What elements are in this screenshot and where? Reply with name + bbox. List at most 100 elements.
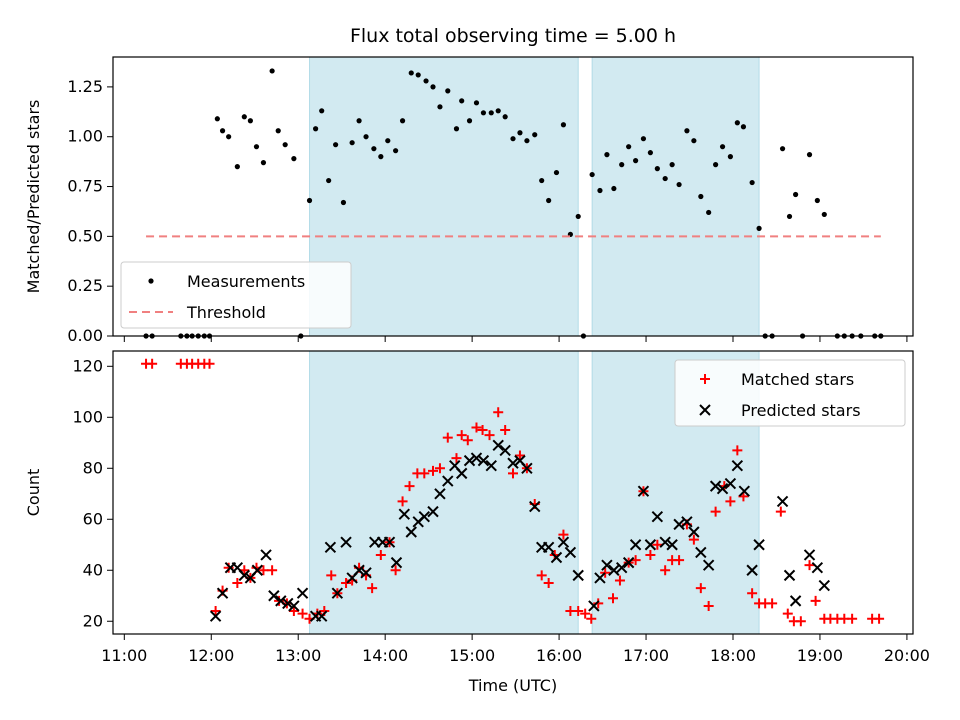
data-point xyxy=(315,610,328,622)
data-point xyxy=(499,444,511,457)
data-point xyxy=(539,177,545,184)
data-point xyxy=(716,482,729,495)
data-point xyxy=(654,166,660,172)
legend-marker xyxy=(148,278,154,284)
y-tick-label: 20 xyxy=(83,611,103,630)
data-point xyxy=(275,595,287,607)
x-tick-label: 15:00 xyxy=(449,646,495,665)
data-point xyxy=(629,539,642,551)
data-point xyxy=(510,136,516,142)
x-axis-label: Time (UTC) xyxy=(468,676,557,695)
data-point xyxy=(349,140,355,146)
data-point xyxy=(806,152,813,158)
top-panel-ratio: 0.00 0.25 0.50 0.75 1.00 1.25 Matched/Predicte… xyxy=(24,56,914,345)
data-point xyxy=(557,536,570,548)
data-point xyxy=(333,142,339,148)
data-point xyxy=(260,160,267,166)
data-point xyxy=(397,496,408,507)
data-point xyxy=(493,407,504,418)
data-point xyxy=(418,511,431,523)
data-point xyxy=(430,84,436,90)
data-point xyxy=(442,475,454,487)
data-point xyxy=(558,529,569,540)
data-point xyxy=(371,146,377,152)
data-point xyxy=(747,588,758,599)
data-point xyxy=(821,211,827,218)
data-point xyxy=(204,358,215,369)
data-point xyxy=(615,562,628,574)
data-point xyxy=(724,477,737,490)
data-point xyxy=(471,422,482,433)
data-point xyxy=(390,565,401,576)
y-tick-label: 0.50 xyxy=(67,226,103,245)
data-point xyxy=(652,539,663,550)
data-point xyxy=(626,144,632,150)
data-point xyxy=(459,98,465,104)
data-point xyxy=(427,505,439,518)
data-point xyxy=(688,526,700,538)
data-point xyxy=(313,126,319,132)
data-point xyxy=(676,181,682,188)
data-point xyxy=(669,162,675,168)
data-point xyxy=(405,526,417,538)
data-point xyxy=(209,610,222,622)
data-point xyxy=(223,562,234,573)
x-tick-label: 16:00 xyxy=(536,646,582,665)
data-point xyxy=(719,144,726,150)
data-point xyxy=(275,128,281,134)
data-point xyxy=(542,541,555,554)
data-point xyxy=(811,562,824,574)
data-point xyxy=(611,185,617,192)
data-point xyxy=(514,450,525,461)
data-point xyxy=(738,485,751,497)
data-point xyxy=(644,539,657,551)
data-point xyxy=(234,164,240,170)
shaded-interval xyxy=(309,350,579,635)
data-point xyxy=(437,104,443,110)
data-point xyxy=(340,536,352,548)
data-point xyxy=(269,68,275,74)
data-point xyxy=(484,430,495,441)
data-point xyxy=(732,445,743,456)
data-point xyxy=(749,179,755,186)
data-point xyxy=(775,506,786,517)
data-point xyxy=(291,156,297,162)
data-point xyxy=(253,144,260,150)
data-point xyxy=(536,570,547,581)
data-point xyxy=(226,134,232,140)
data-point xyxy=(659,536,671,548)
x-tick-label: 13:00 xyxy=(275,646,321,665)
legend-label: Threshold xyxy=(186,303,266,322)
data-point xyxy=(340,199,347,206)
data-point xyxy=(232,578,243,589)
data-point xyxy=(633,158,639,164)
legend-label: Measurements xyxy=(187,272,305,291)
data-point xyxy=(282,142,288,148)
data-point xyxy=(647,150,653,156)
data-point xyxy=(740,124,747,130)
data-point xyxy=(786,213,793,220)
x-tick-label: 14:00 xyxy=(362,646,408,665)
data-point xyxy=(727,154,733,160)
data-point xyxy=(731,460,744,472)
data-point xyxy=(326,177,332,184)
data-point xyxy=(508,468,518,479)
data-point xyxy=(543,578,554,589)
data-point xyxy=(495,108,501,114)
data-point xyxy=(288,606,299,617)
x-tick-label: 19:00 xyxy=(797,646,843,665)
y-axis-label: Matched/Predicted stars xyxy=(24,100,43,294)
legend-marker xyxy=(700,374,710,384)
y-tick-label: 40 xyxy=(83,560,103,579)
data-point xyxy=(210,606,221,617)
legend: Measurements Threshold xyxy=(120,261,352,329)
y-axis-label: Count xyxy=(24,469,43,517)
legend-box xyxy=(120,261,352,329)
y-tick-label: 0.00 xyxy=(67,326,103,345)
data-point xyxy=(363,134,369,140)
data-point xyxy=(445,88,451,94)
data-point xyxy=(398,508,411,520)
data-point xyxy=(779,146,786,152)
data-point xyxy=(488,110,494,116)
data-point xyxy=(517,130,523,136)
